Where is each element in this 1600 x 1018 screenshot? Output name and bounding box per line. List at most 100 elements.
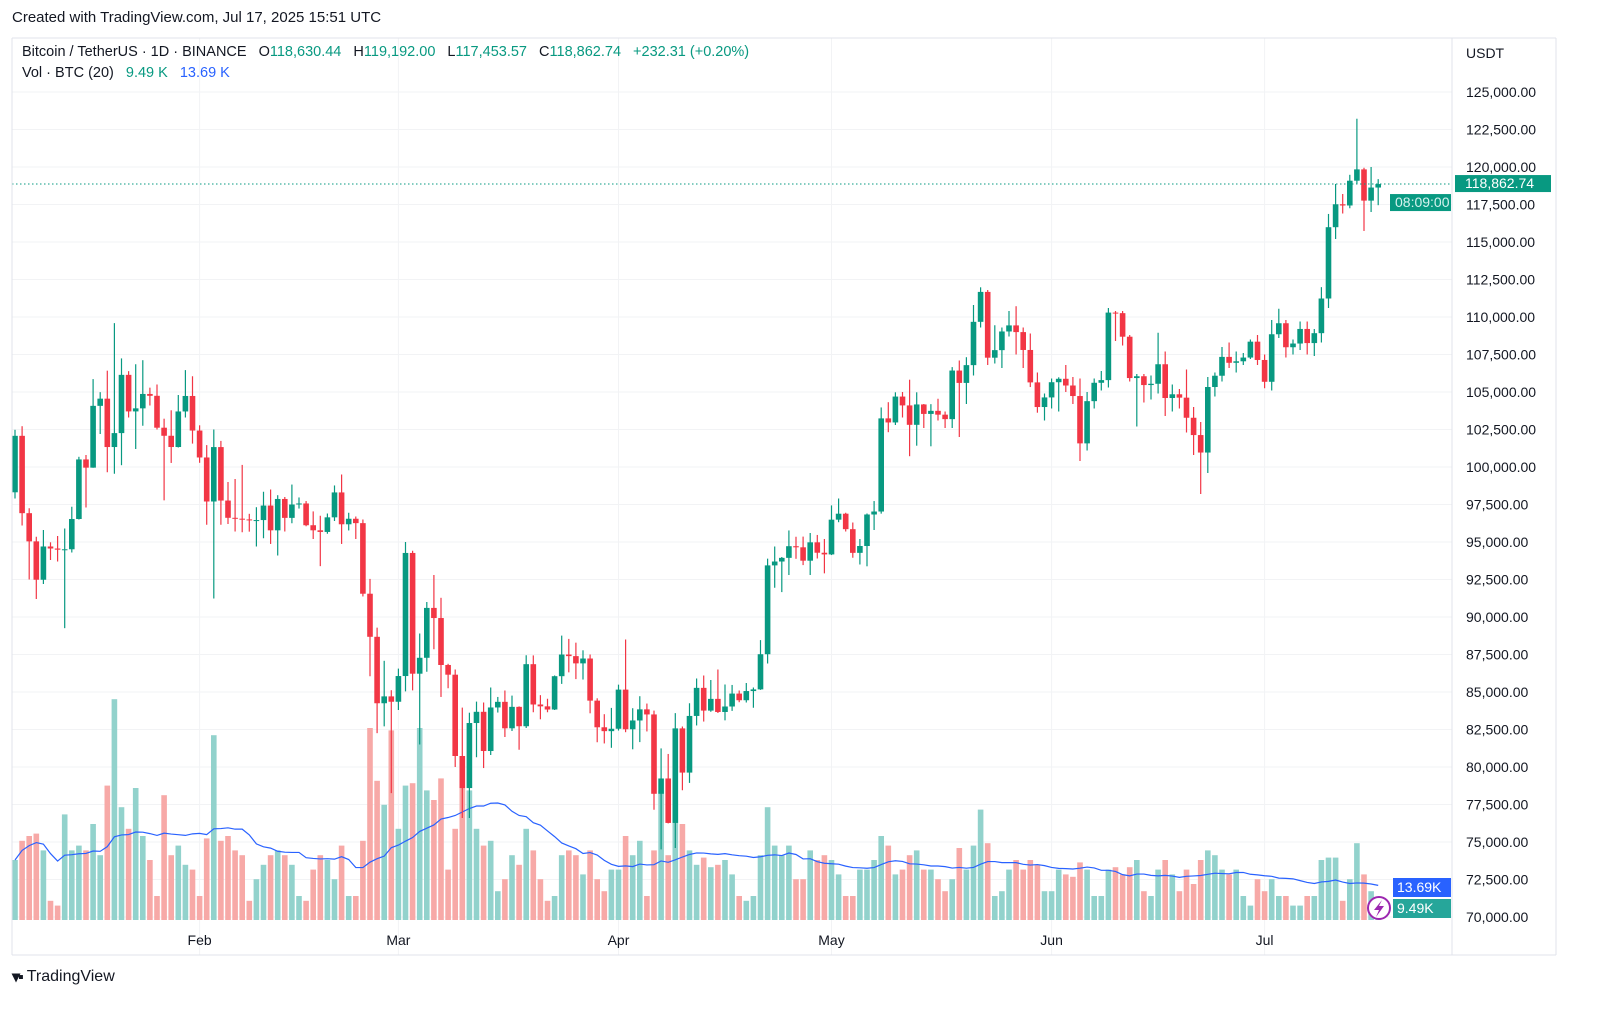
candle[interactable]	[345, 512, 352, 531]
candle[interactable]	[1247, 339, 1254, 360]
candle[interactable]	[1205, 377, 1211, 473]
candle[interactable]	[317, 515, 324, 567]
candle[interactable]	[289, 484, 295, 524]
candle[interactable]	[1347, 174, 1353, 209]
candle[interactable]	[466, 712, 473, 818]
candle[interactable]	[260, 491, 267, 539]
candle[interactable]	[1098, 371, 1105, 391]
candle[interactable]	[757, 640, 764, 690]
candle[interactable]	[764, 558, 771, 664]
candle[interactable]	[331, 485, 338, 521]
candle[interactable]	[502, 690, 508, 738]
candle[interactable]	[1354, 118, 1360, 184]
candle[interactable]	[324, 513, 331, 534]
candle[interactable]	[1084, 392, 1090, 451]
candle[interactable]	[1290, 339, 1296, 355]
candle[interactable]	[1020, 327, 1026, 369]
candle[interactable]	[296, 497, 302, 509]
candle[interactable]	[736, 690, 742, 703]
candle[interactable]	[580, 650, 586, 680]
candle[interactable]	[495, 696, 501, 713]
candle[interactable]	[1212, 372, 1218, 397]
candle[interactable]	[125, 371, 132, 418]
candle[interactable]	[1148, 375, 1154, 400]
candle[interactable]	[1276, 308, 1282, 338]
candle[interactable]	[892, 392, 899, 425]
candle[interactable]	[587, 654, 593, 714]
candle[interactable]	[239, 464, 245, 533]
candle[interactable]	[1134, 374, 1140, 427]
candle[interactable]	[303, 501, 309, 527]
candle[interactable]	[885, 402, 892, 433]
candle[interactable]	[651, 710, 657, 810]
volume-indicator-title[interactable]: Vol · BTC (20)	[22, 65, 114, 81]
candle[interactable]	[999, 327, 1005, 369]
candle[interactable]	[381, 660, 387, 727]
candle[interactable]	[33, 536, 40, 599]
symbol-title[interactable]: Bitcoin / TetherUS · 1D · BINANCE	[22, 44, 247, 60]
candle[interactable]	[480, 702, 487, 769]
candle[interactable]	[1155, 332, 1161, 394]
candle[interactable]	[90, 379, 96, 468]
candle[interactable]	[83, 455, 89, 508]
candle[interactable]	[864, 513, 870, 567]
candle[interactable]	[672, 713, 679, 848]
candle[interactable]	[76, 456, 82, 520]
candle[interactable]	[551, 675, 558, 711]
candle[interactable]	[871, 501, 877, 530]
candle[interactable]	[168, 410, 174, 463]
candle[interactable]	[750, 687, 757, 708]
candle[interactable]	[211, 429, 217, 599]
candle[interactable]	[566, 638, 572, 673]
candle[interactable]	[1190, 407, 1197, 455]
candle[interactable]	[615, 684, 622, 731]
candle[interactable]	[367, 578, 373, 677]
candle[interactable]	[140, 360, 146, 426]
candle[interactable]	[111, 323, 118, 474]
candle[interactable]	[828, 505, 835, 556]
candle[interactable]	[1006, 311, 1012, 337]
candle[interactable]	[431, 575, 437, 650]
candle[interactable]	[729, 684, 735, 711]
candle[interactable]	[132, 364, 139, 449]
candle[interactable]	[963, 357, 970, 404]
candle[interactable]	[786, 530, 792, 575]
candle[interactable]	[1233, 351, 1239, 373]
candle[interactable]	[459, 707, 466, 818]
candle[interactable]	[161, 418, 167, 501]
candle[interactable]	[679, 726, 686, 791]
candle[interactable]	[722, 684, 728, 721]
candle[interactable]	[779, 557, 785, 593]
candle[interactable]	[360, 519, 366, 597]
candle[interactable]	[1027, 333, 1034, 388]
candle[interactable]	[218, 440, 224, 525]
candle[interactable]	[771, 546, 778, 588]
candle[interactable]	[1041, 393, 1048, 421]
candle[interactable]	[452, 669, 458, 768]
candle[interactable]	[715, 669, 721, 714]
candle[interactable]	[558, 635, 565, 684]
candle[interactable]	[800, 536, 806, 566]
candle[interactable]	[1240, 353, 1247, 365]
candle[interactable]	[601, 714, 608, 744]
candle[interactable]	[913, 392, 920, 446]
candle[interactable]	[821, 539, 828, 574]
candle[interactable]	[1318, 287, 1325, 343]
candle[interactable]	[1105, 308, 1112, 388]
candle[interactable]	[509, 695, 515, 731]
candle[interactable]	[693, 678, 700, 726]
candle[interactable]	[374, 627, 380, 734]
candle[interactable]	[69, 506, 75, 553]
candle[interactable]	[850, 522, 856, 558]
candle[interactable]	[935, 398, 941, 421]
candle[interactable]	[61, 528, 68, 629]
candle[interactable]	[516, 706, 522, 750]
candle[interactable]	[977, 287, 984, 328]
candle[interactable]	[104, 370, 111, 473]
candle[interactable]	[225, 482, 231, 524]
candle[interactable]	[1169, 384, 1176, 412]
candle[interactable]	[1254, 335, 1261, 365]
candle[interactable]	[175, 395, 182, 448]
candle[interactable]	[416, 633, 423, 745]
candle[interactable]	[1013, 306, 1019, 355]
